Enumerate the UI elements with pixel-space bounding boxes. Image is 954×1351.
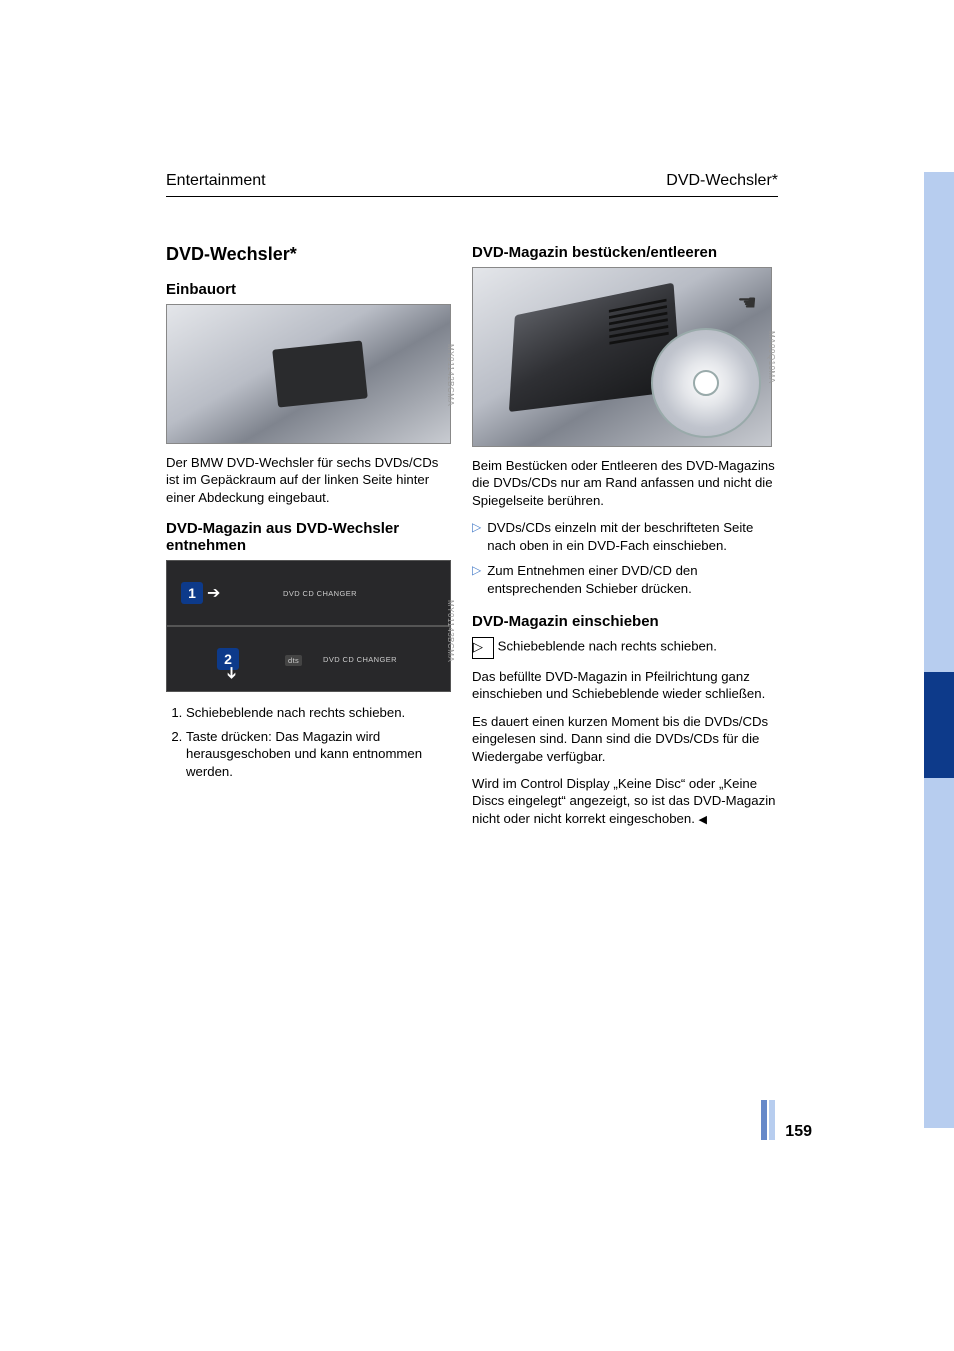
tab-2[interactable] bbox=[924, 296, 954, 422]
paragraph-handle-discs: Beim Bestücken oder Entleeren des DVD-Ma… bbox=[472, 457, 778, 509]
bullet-remove-text: Zum Entnehmen einer DVD/CD den entsprech… bbox=[487, 562, 778, 597]
changer-dts-badge: dts bbox=[285, 655, 302, 666]
figure-code-2: MY01143BCMA bbox=[446, 600, 455, 662]
page-header: Entertainment DVD-Wechsler* bbox=[166, 172, 778, 197]
triangle-bullet-icon: ▷ bbox=[472, 519, 481, 536]
paragraph-location: Der BMW DVD-Wechsler für sechs DVDs/CDs … bbox=[166, 454, 451, 506]
tab-3[interactable] bbox=[924, 422, 954, 546]
figure-magazine-load: ☚ MA09Q10MA bbox=[472, 267, 772, 447]
triangle-box-icon: ▷ bbox=[472, 637, 494, 659]
bullet-remove: ▷ Zum Entnehmen einer DVD/CD den entspre… bbox=[472, 562, 778, 597]
section-tabs bbox=[924, 172, 954, 1128]
page-number: 159 bbox=[785, 1123, 812, 1141]
tri-instruction-1: Schiebeblende nach rechts schieben. bbox=[498, 638, 717, 653]
arrow-down-icon: ➔ bbox=[222, 667, 242, 680]
page-title: DVD-Wechsler* bbox=[666, 172, 778, 190]
figure-code-3: MA09Q10MA bbox=[767, 331, 776, 384]
changer-row2-label: DVD CD CHANGER bbox=[323, 655, 397, 664]
subheading-einbauort: Einbauort bbox=[166, 281, 451, 298]
bullet-insert-text: DVDs/CDs einzeln mit der beschrifteten S… bbox=[487, 519, 778, 554]
right-column: DVD-Magazin bestücken/entleeren ☚ MA09Q1… bbox=[472, 244, 778, 837]
subheading-remove-magazine: DVD-Magazin aus DVD-Wechsler entnehmen bbox=[166, 520, 451, 554]
tab-6[interactable] bbox=[924, 778, 954, 904]
figure-install-location: MY01142BCMA bbox=[166, 304, 451, 444]
section-heading: DVD-Wechsler* bbox=[166, 244, 451, 265]
tab-7[interactable] bbox=[924, 904, 954, 1028]
subheading-insert-magazine: DVD-Magazin einschieben bbox=[472, 613, 778, 630]
breadcrumb: Entertainment bbox=[166, 172, 266, 190]
tab-1[interactable] bbox=[924, 172, 954, 296]
hand-push-icon: ☚ bbox=[737, 290, 757, 316]
footer-bars bbox=[761, 1100, 779, 1145]
step-1: Schiebeblende nach rechts schieben. bbox=[186, 704, 451, 721]
triangle-instruction-row: ▷ Schiebeblende nach rechts schieben. bbox=[472, 636, 778, 658]
paragraph-push-magazine: Das befüllte DVD-Magazin in Pfeilrichtun… bbox=[472, 668, 778, 703]
tab-8[interactable] bbox=[924, 1028, 954, 1128]
bullet-insert: ▷ DVDs/CDs einzeln mit der beschrifteten… bbox=[472, 519, 778, 554]
subheading-fill-magazine: DVD-Magazin bestücken/entleeren bbox=[472, 244, 778, 261]
changer-row1-label: DVD CD CHANGER bbox=[283, 589, 357, 598]
callout-1: 1 bbox=[181, 582, 203, 604]
arrow-right-icon: ➔ bbox=[207, 583, 220, 603]
left-column: DVD-Wechsler* Einbauort MY01142BCMA Der … bbox=[166, 244, 451, 780]
paragraph-read-delay: Es dauert einen kurzen Moment bis die DV… bbox=[472, 713, 778, 765]
triangle-bullet-icon: ▷ bbox=[472, 562, 481, 579]
paragraph-no-disc: Wird im Control Display „Keine Disc“ ode… bbox=[472, 775, 778, 827]
tab-4[interactable] bbox=[924, 546, 954, 672]
tab-5-active[interactable] bbox=[924, 672, 954, 778]
step-2: Taste drücken: Das Magazin wird herausge… bbox=[186, 728, 451, 780]
end-triangle-icon: ◀ bbox=[699, 814, 707, 826]
figure-dvd-changer: 1 ➔ DVD CD CHANGER 2 ➔ dts DVD CD CHANGE… bbox=[166, 560, 451, 692]
figure-code-1: MY01142BCMA bbox=[446, 344, 455, 406]
